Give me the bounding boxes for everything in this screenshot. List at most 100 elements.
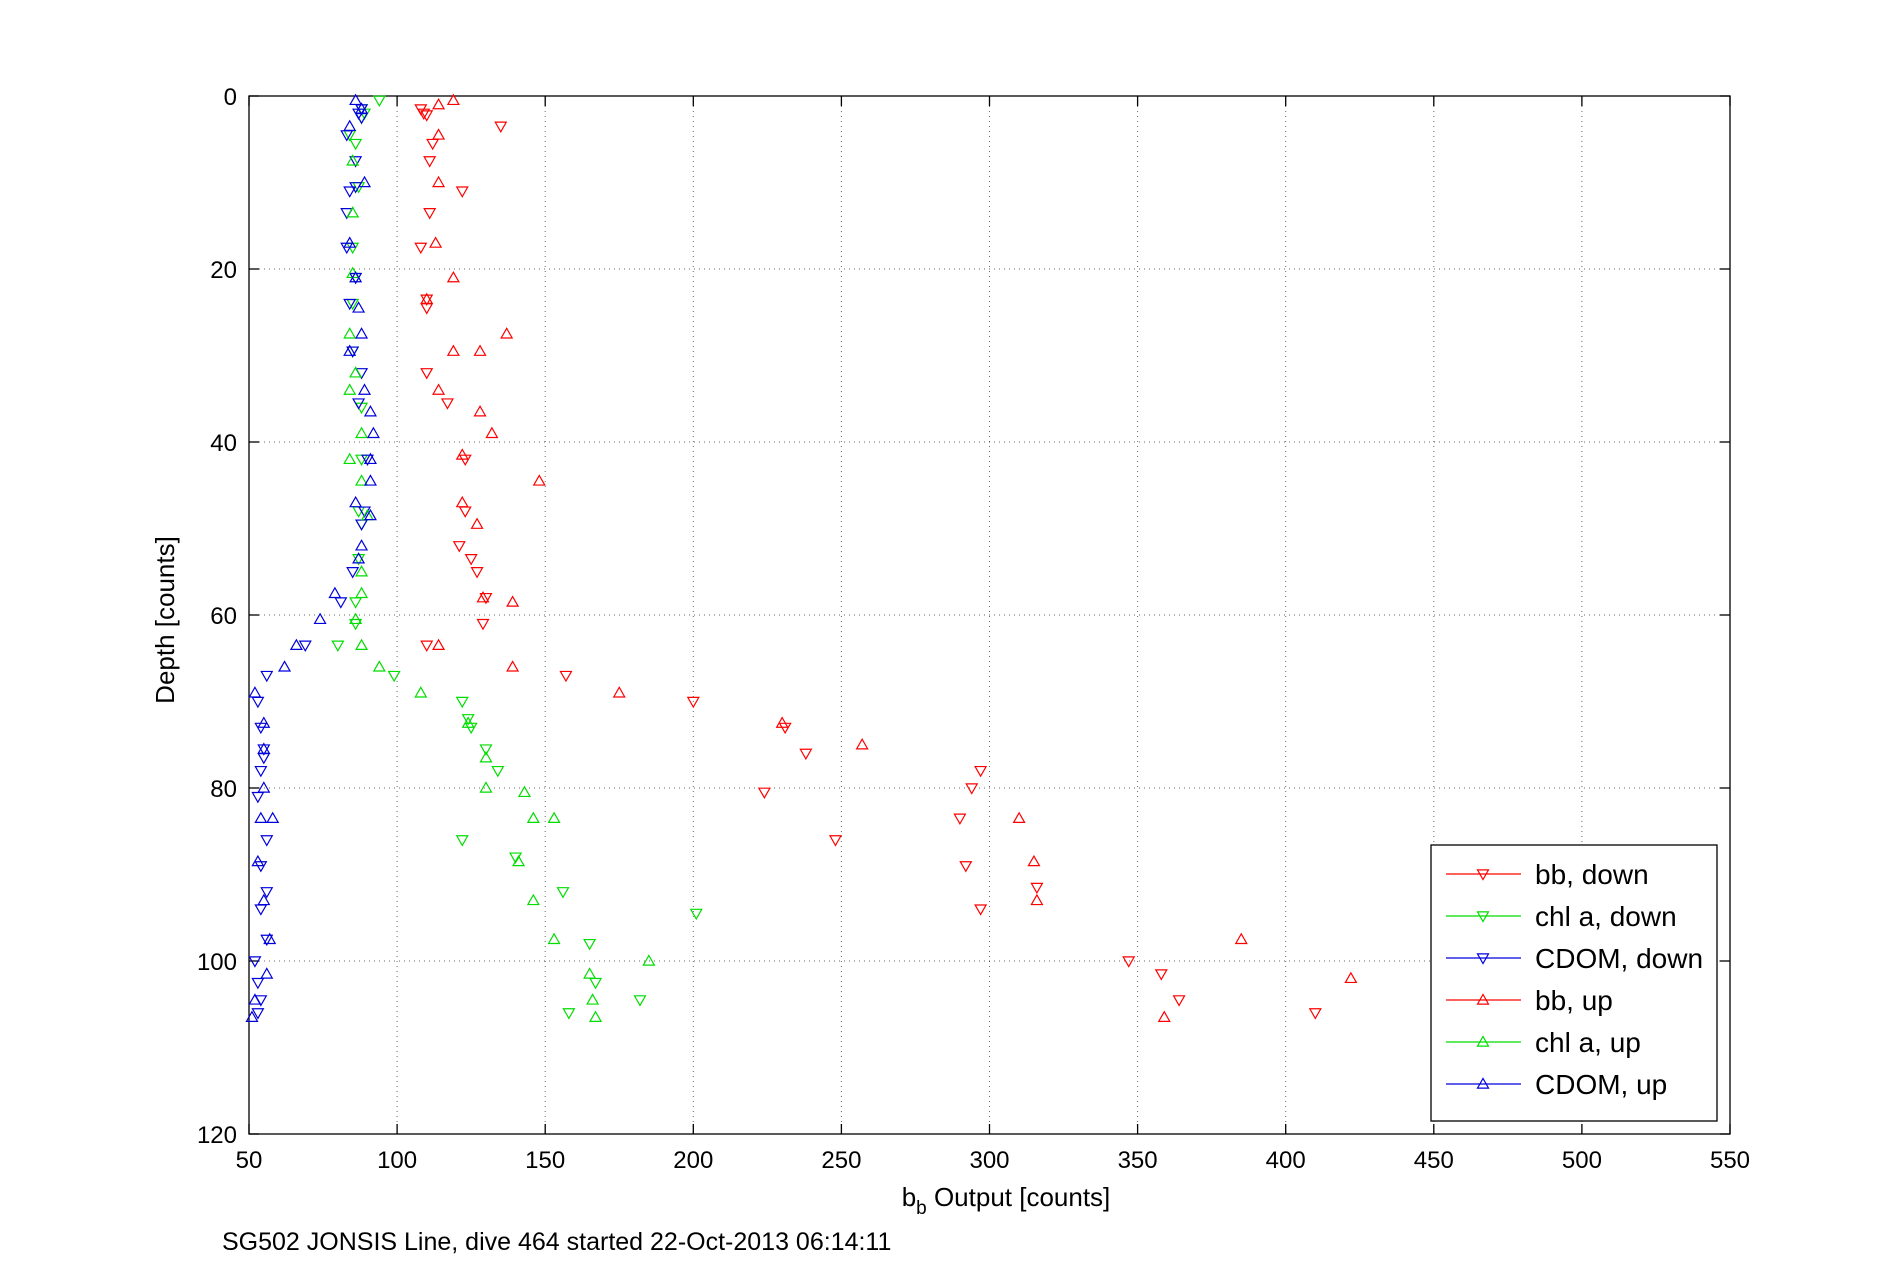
data-point [446, 93, 460, 106]
legend-entry: bb, up [1446, 985, 1613, 1016]
data-point [387, 670, 401, 683]
legend: bb, down chl a, down CDOM, down bb, up chl a… [1430, 844, 1718, 1122]
data-point [349, 366, 363, 378]
data-point [346, 346, 360, 358]
legend-label: bb, up [1535, 985, 1613, 1016]
data-point [455, 495, 469, 508]
y-tick-label: 20 [210, 257, 237, 284]
data-point [526, 811, 540, 824]
data-point [432, 175, 446, 188]
data-point [470, 517, 484, 529]
data-point [420, 292, 434, 304]
series-cdom-up [245, 93, 380, 1022]
data-point [349, 495, 363, 508]
data-point [432, 383, 446, 395]
x-tick-label: 400 [1266, 1147, 1306, 1174]
data-point [479, 744, 493, 756]
data-point [245, 1010, 259, 1022]
data-point [357, 506, 372, 518]
data-point [289, 638, 303, 651]
data-point [357, 175, 372, 188]
data-point [260, 670, 274, 683]
data-point [586, 993, 600, 1005]
data-point [349, 138, 363, 151]
data-point [346, 206, 360, 218]
data-point [775, 716, 789, 728]
data-point [446, 270, 460, 283]
x-tick-label: 50 [236, 1147, 263, 1174]
x-tick-label: 150 [525, 1147, 565, 1174]
data-point [509, 852, 523, 864]
data-point [355, 474, 369, 486]
data-point [479, 592, 493, 605]
data-point [366, 426, 380, 439]
y-tick-label: 0 [224, 84, 237, 111]
legend-label: chl a, down [1535, 901, 1677, 932]
data-point [757, 787, 771, 800]
data-point [248, 686, 262, 698]
data-point [799, 748, 813, 761]
legend-entry: CDOM, down [1446, 943, 1703, 974]
x-axis-label-subscript: b [916, 1198, 927, 1219]
data-point [343, 298, 357, 311]
legend-marker [1476, 953, 1490, 965]
data-point [251, 854, 265, 867]
data-point [352, 554, 366, 566]
data-point [352, 552, 366, 564]
y-tick-label: 60 [210, 603, 237, 630]
data-point [343, 327, 357, 339]
data-point [266, 811, 280, 824]
data-points [245, 93, 1358, 1022]
data-point [452, 541, 466, 553]
data-point [355, 638, 369, 651]
data-point [855, 738, 869, 750]
data-point [248, 956, 262, 968]
data-point [559, 670, 573, 683]
legend-marker [1476, 1035, 1490, 1047]
data-point [1344, 971, 1358, 984]
legend-entry: CDOM, up [1446, 1069, 1667, 1100]
legend-marker [1476, 993, 1490, 1005]
data-point [686, 696, 700, 709]
data-point [455, 835, 469, 847]
data-point [313, 612, 327, 625]
data-point [260, 835, 274, 847]
x-tick-label: 450 [1414, 1147, 1454, 1174]
data-point [423, 156, 437, 168]
y-tick-label: 100 [197, 949, 237, 976]
data-point [363, 508, 377, 521]
x-tick-label: 500 [1562, 1147, 1602, 1174]
data-point [476, 618, 490, 631]
data-point [432, 638, 446, 651]
data-point [1012, 811, 1026, 824]
data-point [1157, 1010, 1171, 1022]
data-point [260, 934, 274, 947]
dive-info-footer: SG502 JONSIS Line, dive 464 started 22-O… [222, 1228, 891, 1256]
data-point [420, 640, 434, 652]
data-point [417, 108, 431, 121]
data-point [429, 236, 443, 248]
legend-label: bb, down [1535, 859, 1649, 890]
data-point [360, 454, 375, 467]
data-point [633, 995, 647, 1007]
x-axis-label: bb Output [counts] [902, 1182, 1111, 1219]
data-point [363, 452, 377, 465]
data-point [556, 887, 570, 899]
data-point [828, 835, 843, 847]
data-point [328, 586, 342, 599]
data-point [349, 618, 363, 631]
data-point [506, 660, 520, 672]
data-point [355, 586, 369, 599]
data-point [343, 186, 357, 198]
data-point [257, 742, 271, 754]
data-point [517, 785, 531, 798]
data-point [491, 765, 505, 778]
data-point [461, 716, 475, 728]
data-point [583, 967, 597, 979]
data-point [1030, 893, 1044, 906]
data-point [278, 660, 292, 672]
data-point [355, 426, 369, 439]
data-point [420, 368, 434, 380]
data-point [479, 781, 493, 793]
data-point [355, 102, 369, 114]
